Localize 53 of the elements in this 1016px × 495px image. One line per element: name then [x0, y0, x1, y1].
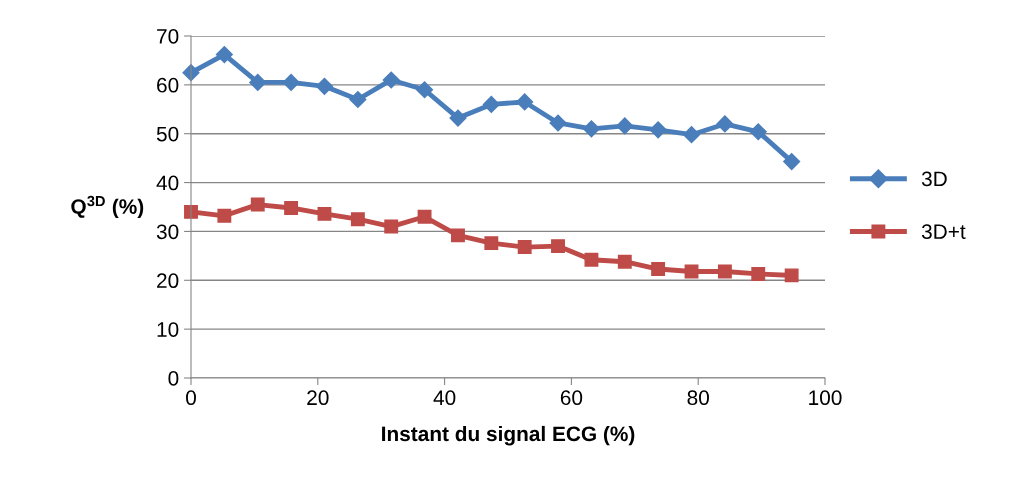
point: [784, 268, 799, 283]
y-tick-label: 0: [168, 371, 179, 386]
point: [284, 201, 299, 215]
x-tick-label: 40: [433, 390, 456, 406]
point: [482, 95, 500, 113]
point: [549, 114, 567, 132]
point: [249, 73, 267, 91]
point: [582, 120, 600, 138]
point: [682, 126, 701, 144]
point: [384, 219, 399, 234]
point: [217, 208, 232, 223]
point: [417, 209, 432, 224]
x-tick-label: 60: [560, 390, 583, 406]
y-tick-label: 60: [157, 77, 179, 93]
x-tick-label: 80: [687, 390, 709, 406]
x-tick-label: 100: [809, 390, 842, 406]
point: [315, 77, 334, 95]
y-tick-label: 50: [156, 126, 179, 142]
point: [551, 239, 565, 254]
point: [349, 90, 367, 109]
point: [649, 121, 667, 139]
point: [517, 240, 532, 255]
point: [749, 123, 767, 141]
point: [751, 266, 766, 281]
point: [416, 81, 434, 99]
x-tick-label: 0: [186, 390, 196, 406]
point: [215, 46, 233, 64]
point: [317, 206, 332, 221]
point: [350, 212, 365, 227]
point: [783, 153, 801, 171]
y-tick-label: 70: [157, 29, 179, 44]
legend-label: 3D+t: [921, 224, 966, 239]
point: [717, 264, 732, 279]
point: [451, 228, 465, 243]
y-tick-label: 30: [156, 224, 179, 240]
x-axis-title: Instant du signal ECG (%): [382, 425, 635, 446]
point: [584, 252, 599, 267]
point: [484, 236, 499, 251]
y-tick-label: 20: [157, 273, 179, 289]
y-tick-label: 10: [157, 322, 179, 337]
point: [282, 73, 300, 91]
point: [449, 109, 467, 127]
point: [616, 117, 634, 135]
legend-label: 3D: [921, 171, 947, 187]
point: [716, 115, 734, 133]
point: [617, 254, 632, 269]
point: [516, 93, 534, 111]
y-tick-label: 40: [156, 175, 179, 191]
point: [382, 71, 400, 89]
y-axis-title: Q$^{3D}$ (%): [71, 195, 144, 219]
point: [651, 262, 666, 276]
x-tick-label: 20: [307, 390, 329, 406]
point: [250, 197, 265, 212]
